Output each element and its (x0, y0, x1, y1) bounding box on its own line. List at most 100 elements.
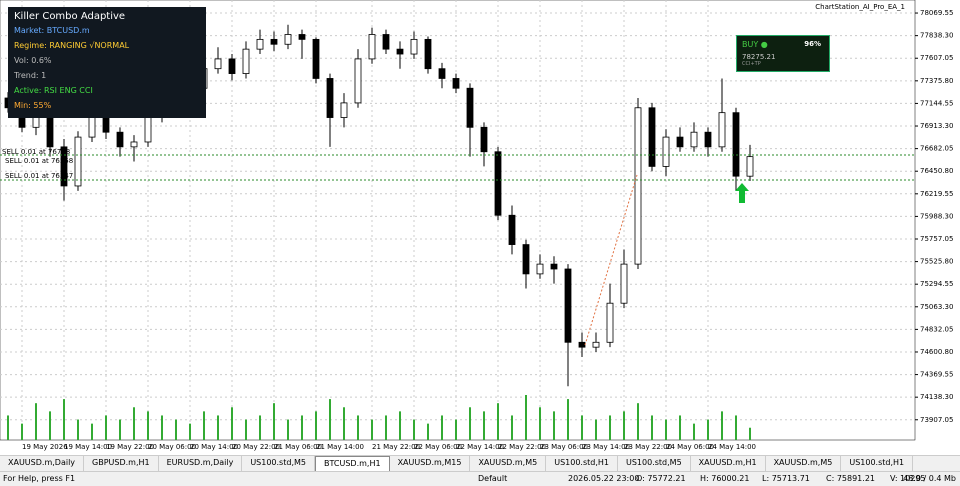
candle-body (354, 58, 362, 104)
y-tick-label: 76219.55 (920, 190, 953, 198)
candle-body (592, 341, 600, 348)
candle-body (368, 34, 376, 60)
volume-bar (455, 419, 457, 440)
candle-body (634, 107, 642, 265)
status-close: C: 75891.21 (826, 474, 875, 483)
candle-body (410, 38, 418, 55)
volume-bar (525, 395, 527, 440)
candle-body (242, 48, 250, 74)
chart-tab[interactable]: US100.std,M5 (242, 456, 315, 472)
chart-tab[interactable]: XAUUSD.m,H1 (691, 456, 766, 472)
candle-body (718, 112, 726, 148)
candle-body (452, 78, 460, 89)
candle-body (606, 302, 614, 343)
x-tick-label: 20 May 06:00 (148, 443, 196, 451)
candle-body (466, 87, 474, 128)
panel-line: Active: RSI ENG CCI (14, 86, 93, 95)
candle-body (116, 131, 124, 148)
candle-body (214, 58, 222, 70)
trend-line (584, 174, 638, 346)
panel-title: Killer Combo Adaptive (14, 11, 126, 22)
volume-bar (147, 411, 149, 440)
x-tick-label: 19 May 14:00 (64, 443, 112, 451)
volume-bar (637, 403, 639, 440)
y-tick-label: 77838.30 (920, 32, 953, 40)
chart-tab[interactable]: BTCUSD.m,H1 (314, 456, 390, 472)
x-tick-label: 22 May 14:00 (456, 443, 504, 451)
panel-line: Min: 55% (14, 101, 52, 110)
candle-body (704, 131, 712, 148)
volume-bar (329, 399, 331, 440)
volume-bar (203, 411, 205, 440)
candle-body (60, 146, 68, 187)
status-time: 2026.05.22 23:00 (568, 474, 640, 483)
y-tick-label: 75063.30 (920, 303, 953, 311)
signal-confidence: 96% (804, 40, 821, 48)
chart-tab[interactable]: US100.std,H1 (841, 456, 914, 472)
volume-bar (469, 407, 471, 440)
chart: SELL 0.01 at 76758 SELL 0.01 at 76558 SE… (0, 0, 953, 451)
y-tick-label: 75294.55 (920, 280, 953, 288)
volume-bar (623, 411, 625, 440)
y-tick-label: 77144.55 (920, 99, 953, 107)
volume-bar (231, 407, 233, 440)
candle-body (270, 38, 278, 45)
candle-body (424, 38, 432, 70)
y-tick-label: 75988.30 (920, 212, 953, 220)
volume-bar (707, 419, 709, 440)
candle-body (102, 117, 110, 133)
chart-tab[interactable]: XAUUSD.m,M5 (470, 456, 547, 472)
x-tick-label: 19 May 22:00 (106, 443, 154, 451)
volume-bar (273, 403, 275, 440)
panel-line: Market: BTCUSD.m (14, 26, 90, 35)
y-tick-label: 75757.05 (920, 235, 953, 243)
candle-body (284, 34, 292, 45)
volume-bar (497, 403, 499, 440)
volume-bar (567, 399, 569, 440)
volume-bar (119, 419, 121, 440)
volume-bar (189, 423, 191, 440)
x-tick-label: 24 May 14:00 (708, 443, 756, 451)
x-tick-label: 20 May 22:00 (232, 443, 280, 451)
candle-body (648, 107, 656, 167)
volume-bar (427, 423, 429, 440)
candle-body (340, 102, 348, 118)
chart-tab[interactable]: US100.std,H1 (546, 456, 618, 472)
volume-bar (175, 419, 177, 440)
volume-bar (21, 423, 23, 440)
y-tick-label: 77375.80 (920, 77, 953, 85)
chart-tab[interactable]: GBPUSD.m,H1 (84, 456, 159, 472)
candle-body (228, 58, 236, 74)
status-high: H: 76000.21 (700, 474, 750, 483)
candle-body (298, 34, 306, 40)
status-open: O: 75772.21 (636, 474, 686, 483)
volume-bar (161, 415, 163, 440)
chart-tab[interactable]: EURUSD.m,Daily (159, 456, 243, 472)
volume-bar (413, 419, 415, 440)
chart-tab[interactable]: XAUUSD.m,M5 (766, 456, 842, 472)
panel-line: Vol: 0.6% (14, 56, 52, 65)
info-panel: Killer Combo Adaptive Market: BTCUSD.m R… (8, 7, 206, 118)
volume-bar (133, 407, 135, 440)
y-tick-label: 74600.80 (920, 348, 953, 356)
y-tick-label: 74138.30 (920, 393, 953, 401)
chart-tab[interactable]: XAUUSD.m,M15 (390, 456, 471, 472)
volume-bar (259, 415, 261, 440)
candle-body (508, 214, 516, 245)
signal-method: CCI+TP (742, 61, 761, 67)
chart-tab[interactable]: US100.std,M5 (618, 456, 691, 472)
x-tick-label: 22 May 22:00 (498, 443, 546, 451)
y-tick-label: 76682.05 (920, 145, 953, 153)
signal-price: 78275.21 (742, 53, 776, 61)
volume-bar (721, 411, 723, 440)
y-tick-label: 76450.80 (920, 167, 953, 175)
x-tick-label: 23 May 22:00 (624, 443, 672, 451)
candle-body (578, 341, 586, 348)
chart-tab[interactable]: XAUUSD.m,Daily (0, 456, 85, 472)
candle-body (130, 141, 138, 148)
candle-body (438, 68, 446, 79)
order-label: SELL 0.01 at 76558 (5, 157, 73, 165)
order-label: SELL 0.01 at 76758 (2, 148, 70, 156)
candle-body (326, 78, 334, 118)
